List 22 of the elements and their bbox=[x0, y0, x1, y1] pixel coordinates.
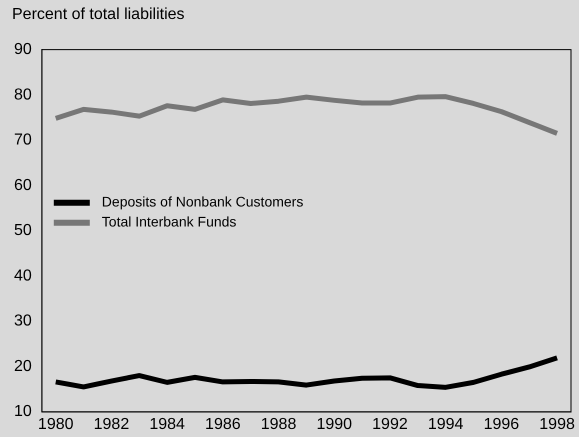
x-tick-label: 1998 bbox=[539, 416, 575, 433]
legend-label: Deposits of Nonbank Customers bbox=[102, 194, 304, 210]
x-tick-label: 1984 bbox=[149, 416, 186, 433]
x-tick-label: 1990 bbox=[316, 416, 352, 433]
y-tick-label: 40 bbox=[14, 267, 32, 284]
legend-label: Total Interbank Funds bbox=[102, 214, 236, 230]
x-tick-label: 1980 bbox=[38, 416, 74, 433]
y-axis-title: Percent of total liabilities bbox=[12, 6, 185, 24]
x-tick-label: 1988 bbox=[260, 416, 296, 433]
x-tick-label: 1992 bbox=[372, 416, 408, 433]
y-tick-label: 10 bbox=[14, 403, 32, 420]
y-tick-label: 20 bbox=[14, 358, 32, 375]
y-tick-label: 90 bbox=[14, 41, 32, 58]
x-tick-label: 1986 bbox=[205, 416, 241, 433]
y-tick-label: 70 bbox=[14, 132, 32, 149]
y-tick-label: 50 bbox=[14, 222, 32, 240]
x-tick-label: 1994 bbox=[428, 416, 464, 433]
x-tick-label: 1996 bbox=[484, 416, 520, 433]
x-tick-label: 1982 bbox=[94, 416, 130, 433]
y-tick-label: 60 bbox=[14, 176, 32, 194]
y-tick-label: 80 bbox=[14, 86, 32, 104]
y-tick-label: 30 bbox=[14, 312, 32, 330]
